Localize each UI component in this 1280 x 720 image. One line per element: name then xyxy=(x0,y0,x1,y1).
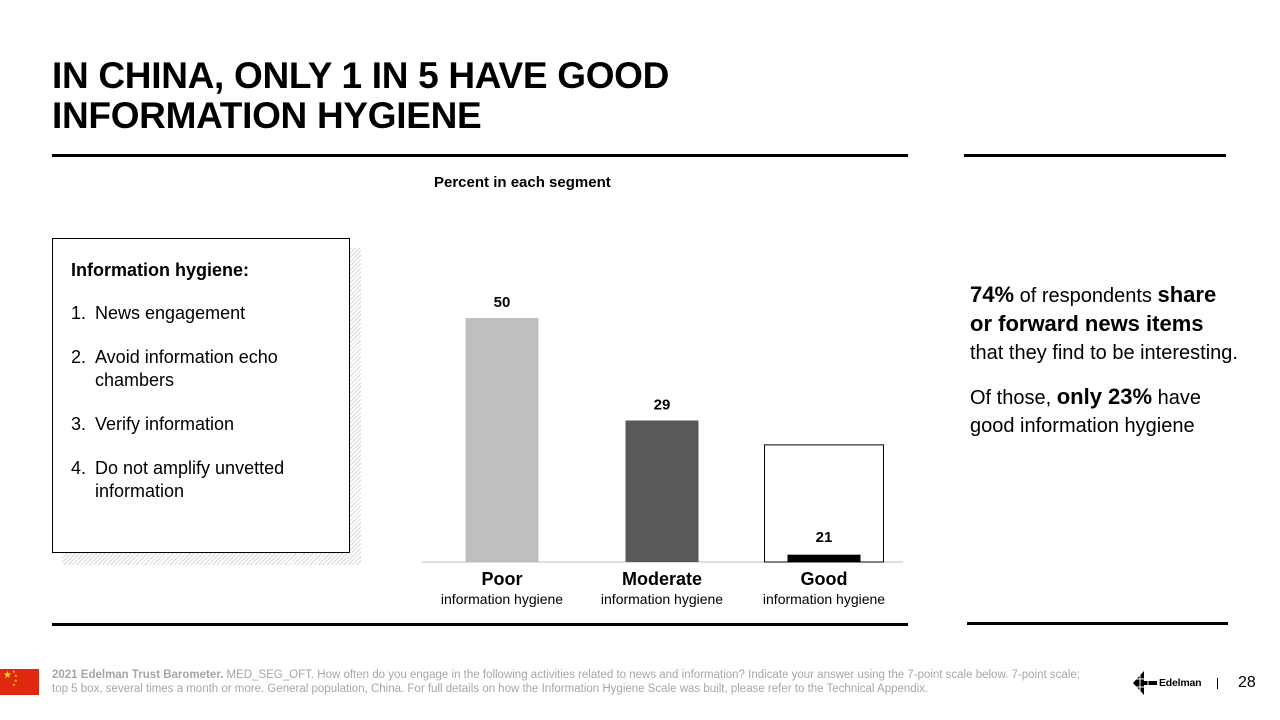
category-label: Poor xyxy=(481,569,522,589)
callout-paragraph-2: Of those, only 23% have good information… xyxy=(970,383,1240,440)
item-number: 2. xyxy=(71,347,87,367)
data-label: 50 xyxy=(494,294,511,311)
definition-list: 1. News engagement 2. Avoid information ec… xyxy=(71,302,341,524)
china-flag-icon: ★ ★ ★ ★ ★ xyxy=(0,669,39,695)
item-text: Do not amplify unvetted information xyxy=(95,458,285,501)
item-number: 3. xyxy=(71,414,87,434)
callout-text: of respondents xyxy=(1019,285,1152,307)
chart-title: Percent in each segment xyxy=(434,174,611,191)
item-text: News engagement xyxy=(95,303,246,323)
definition-heading: Information hygiene: xyxy=(71,260,250,280)
callout-text: have good information hygiene xyxy=(970,387,1202,437)
edelman-logo-icon: Edelman xyxy=(1132,669,1207,697)
item-number: 4. xyxy=(71,458,87,478)
definition-item: 1. News engagement xyxy=(71,302,341,325)
top-left-rule xyxy=(52,154,908,157)
definition-item: 4. Do not amplify unvetted information xyxy=(71,457,341,503)
callout-bold: share or forward news items xyxy=(970,282,1217,336)
bar-chart: 50 Poor information hygiene 29 Moderate infor… xyxy=(422,294,903,607)
item-text: Avoid information echo chambers xyxy=(95,347,278,390)
callout-bold: only 23% xyxy=(1056,384,1153,409)
category-sublabel: information hygiene xyxy=(601,591,723,607)
source-bold: 2021 Edelman Trust Barometer. xyxy=(52,669,224,681)
bar-good xyxy=(787,554,861,562)
bottom-left-rule xyxy=(52,623,908,626)
item-text: Verify information xyxy=(95,414,235,434)
bar-poor xyxy=(465,318,539,562)
page-title: IN CHINA, ONLY 1 IN 5 HAVE GOOD INFORMAT… xyxy=(52,56,812,136)
title-line-1: IN CHINA, ONLY 1 IN 5 HAVE GOOD xyxy=(52,55,670,96)
data-label: 21 xyxy=(816,529,833,546)
item-number: 1. xyxy=(71,303,87,323)
source-text: MED_SEG_OFT. How often do you engage in … xyxy=(52,669,1080,695)
callout-text: that they find to be interesting. xyxy=(970,342,1238,364)
callout-paragraph-1: 74% of respondents share or forward news… xyxy=(970,281,1240,367)
title-line-2: INFORMATION HYGIENE xyxy=(52,95,482,136)
data-label: 29 xyxy=(654,396,671,413)
page-number: 28 xyxy=(1238,674,1256,691)
edelman-mark-icon xyxy=(1133,671,1157,695)
logo-text: Edelman xyxy=(1159,677,1202,689)
bottom-right-rule xyxy=(967,622,1228,625)
callout-text: Of those, xyxy=(970,387,1052,409)
category-sublabel: information hygiene xyxy=(441,591,563,607)
source-footnote: 2021 Edelman Trust Barometer. MED_SEG_OF… xyxy=(52,668,1082,696)
page-separator xyxy=(1217,678,1218,689)
definition-item: 2. Avoid information echo chambers xyxy=(71,346,341,392)
callout-pct: 74% xyxy=(970,282,1015,307)
side-callout: 74% of respondents share or forward news… xyxy=(970,281,1240,456)
top-right-rule xyxy=(964,154,1226,157)
definition-item: 3. Verify information xyxy=(71,413,341,436)
definition-box: Information hygiene: 1. News engagement 2… xyxy=(52,238,350,553)
category-label: Good xyxy=(801,569,848,589)
category-sublabel: information hygiene xyxy=(763,591,885,607)
bar-moderate xyxy=(625,420,699,562)
category-label: Moderate xyxy=(622,569,702,589)
